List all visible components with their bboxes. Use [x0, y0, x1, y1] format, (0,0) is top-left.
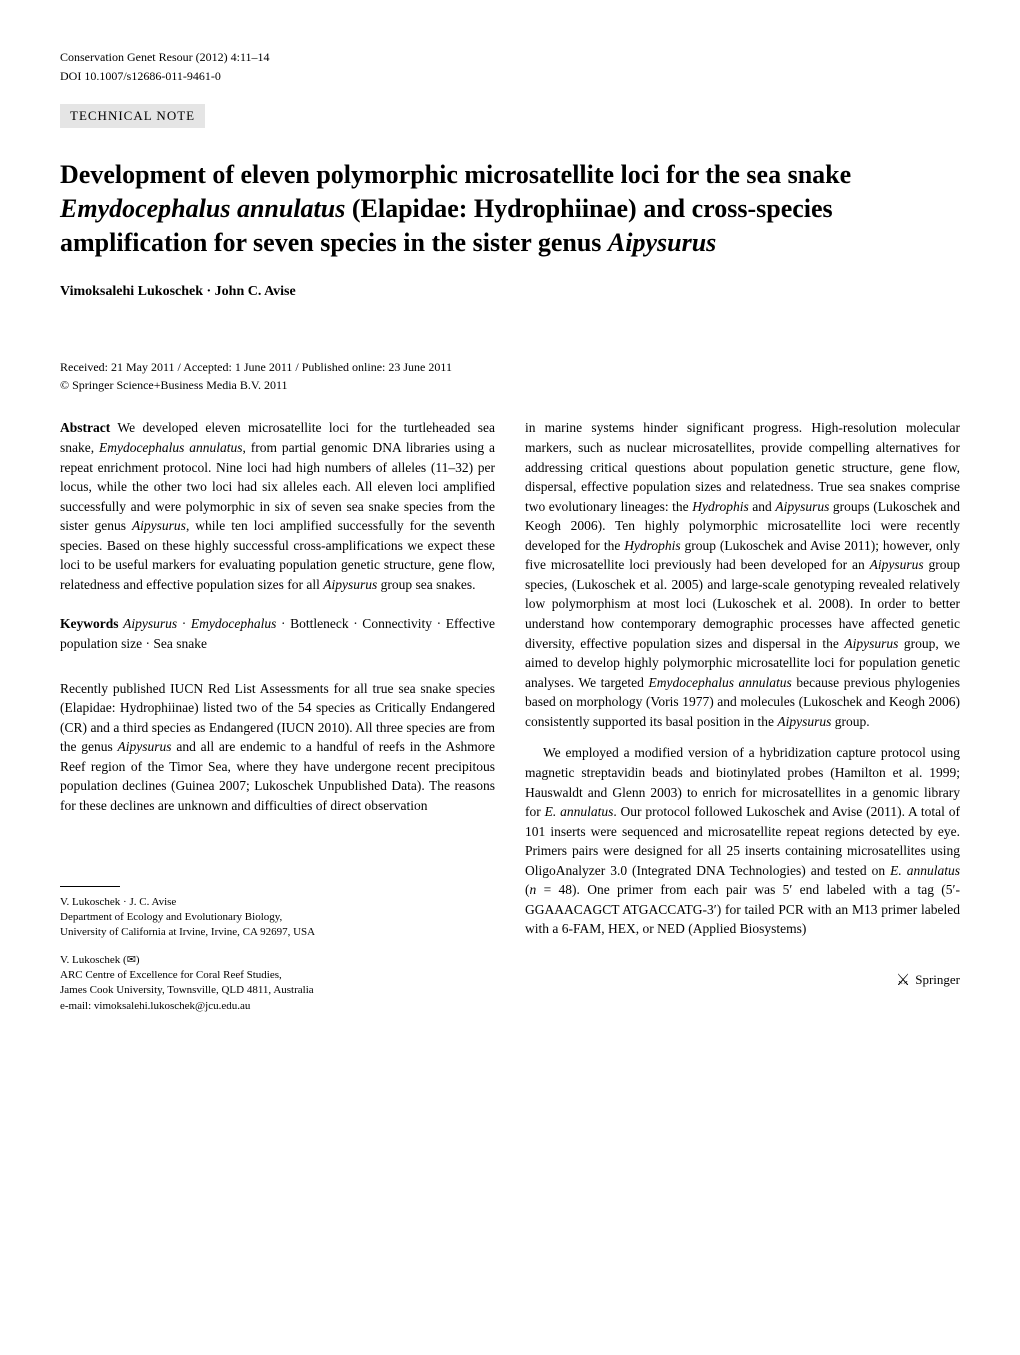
abstract-label: Abstract — [60, 420, 110, 435]
body-paragraph-1: Recently published IUCN Red List Assessm… — [60, 679, 495, 816]
springer-icon: ⚔ — [896, 969, 910, 992]
col2-p1-i4: Aipysurus — [870, 557, 924, 572]
col2-p2-i2: E. annulatus — [890, 863, 960, 878]
affil2-line4: e-mail: vimoksalehi.lukoschek@jcu.edu.au — [60, 999, 495, 1014]
affil2-line3: James Cook University, Townsville, QLD 4… — [60, 983, 495, 998]
doi: DOI 10.1007/s12686-011-9461-0 — [60, 69, 960, 84]
col2-p1-i6: Emydocephalus annulatus — [649, 675, 792, 690]
col2-p1-t2: and — [749, 499, 776, 514]
abstract-italic-2: Aipysurus — [132, 518, 186, 533]
col2-paragraph-2: We employed a modified version of a hybr… — [525, 743, 960, 939]
springer-logo: ⚔ Springer — [896, 969, 960, 992]
col2-paragraph-1: in marine systems hinder significant pro… — [525, 418, 960, 731]
affil2-line1: V. Lukoschek (✉) — [60, 953, 495, 968]
affil1-line2: Department of Ecology and Evolutionary B… — [60, 910, 495, 925]
keywords-italic-1: Aipysurus — [123, 616, 177, 631]
keywords-italic-2: Emydocephalus — [191, 616, 276, 631]
keywords-paragraph: Keywords Aipysurus · Emydocephalus · Bot… — [60, 614, 495, 653]
col2-p1-i5: Aipysurus — [844, 636, 898, 651]
dates: Received: 21 May 2011 / Accepted: 1 June… — [60, 360, 960, 375]
header-line: Conservation Genet Resour (2012) 4:11–14 — [60, 50, 960, 65]
abstract-italic-1: Emydocephalus annulatus — [99, 440, 243, 455]
keywords-sep-1: · — [177, 616, 191, 631]
affil2-line2: ARC Centre of Excellence for Coral Reef … — [60, 968, 495, 983]
affiliation-separator — [60, 886, 120, 887]
col2-p1-i3: Hydrophis — [624, 538, 681, 553]
footer: ⚔ Springer — [525, 969, 960, 992]
article-title: Development of eleven polymorphic micros… — [60, 158, 960, 259]
abstract-italic-3: Aipysurus — [323, 577, 377, 592]
col2-p2-i1: E. annulatus — [545, 804, 614, 819]
keywords-label: Keywords — [60, 616, 119, 631]
col2-p2-t4: = 48). One primer from each pair was 5′ … — [525, 882, 960, 936]
abstract-paragraph: Abstract We developed eleven microsatell… — [60, 418, 495, 594]
copyright: © Springer Science+Business Media B.V. 2… — [60, 378, 960, 393]
affil1-line1: V. Lukoschek · J. C. Avise — [60, 895, 495, 910]
col2-p1-i7: Aipysurus — [777, 714, 831, 729]
left-column: Abstract We developed eleven microsatell… — [60, 418, 495, 1026]
affil1-line3: University of California at Irvine, Irvi… — [60, 925, 495, 940]
title-italic-1: Emydocephalus annulatus — [60, 194, 345, 223]
journal-citation: Conservation Genet Resour (2012) 4:11–14 — [60, 50, 270, 65]
abstract-text-4: group sea snakes. — [377, 577, 475, 592]
body-p1-i1: Aipysurus — [118, 739, 172, 754]
section-label: TECHNICAL NOTE — [60, 104, 205, 128]
title-text-1: Development of eleven polymorphic micros… — [60, 160, 851, 189]
title-italic-2: Aipysurus — [608, 228, 716, 257]
col2-p1-i2: Aipysurus — [775, 499, 829, 514]
springer-text: Springer — [915, 971, 960, 990]
two-column-layout: Abstract We developed eleven microsatell… — [60, 418, 960, 1026]
col2-p1-t8: group. — [831, 714, 869, 729]
affiliation-2: V. Lukoschek (✉) ARC Centre of Excellenc… — [60, 953, 495, 1015]
right-column: in marine systems hinder significant pro… — [525, 418, 960, 1026]
authors: Vimoksalehi Lukoschek · John C. Avise — [60, 284, 960, 300]
col2-p1-i1: Hydrophis — [692, 499, 749, 514]
affiliation-1: V. Lukoschek · J. C. Avise Department of… — [60, 895, 495, 941]
